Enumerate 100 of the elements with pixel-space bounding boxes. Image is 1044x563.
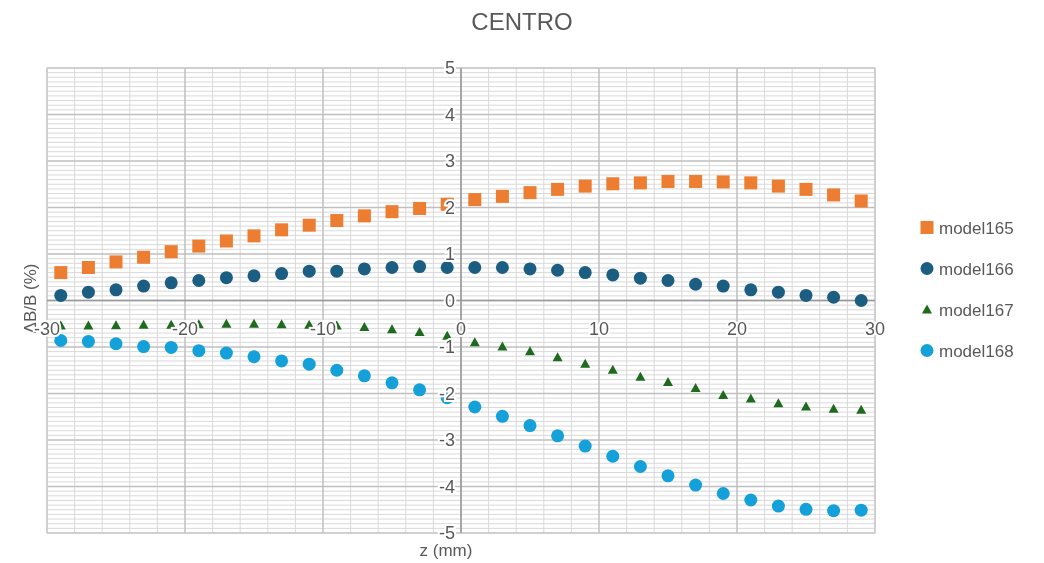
point [633, 176, 647, 190]
point [552, 352, 563, 362]
point [109, 255, 123, 269]
point [109, 337, 123, 351]
point [192, 344, 206, 358]
legend-label: model166 [939, 259, 1014, 279]
point [663, 376, 673, 386]
point [192, 274, 206, 288]
point [523, 262, 537, 276]
x-tick-label: -10 [309, 318, 337, 339]
x-tick-label: 30 [864, 318, 886, 339]
x-tick-label: 20 [726, 318, 748, 339]
point [801, 401, 811, 411]
point [302, 264, 316, 278]
point [275, 223, 289, 237]
point [525, 346, 535, 356]
y-tick-label: -1 [438, 337, 455, 357]
point [718, 389, 729, 399]
point [716, 279, 730, 293]
point [607, 364, 618, 374]
chart-title: CENTRO [471, 8, 573, 35]
point [247, 350, 261, 364]
point [606, 449, 620, 463]
point [578, 266, 592, 280]
point [854, 194, 868, 208]
point [468, 193, 482, 207]
point [357, 209, 371, 223]
point [744, 176, 758, 190]
point [247, 269, 261, 283]
y-tick-label: -3 [438, 430, 455, 450]
point [661, 174, 675, 188]
point [716, 175, 730, 189]
point [854, 294, 868, 307]
point [385, 376, 399, 390]
point [633, 271, 647, 285]
point [580, 358, 591, 368]
point [247, 229, 261, 243]
point [497, 341, 508, 351]
point [109, 283, 123, 297]
point [219, 346, 233, 360]
point [357, 369, 371, 383]
point [413, 201, 427, 215]
point [81, 334, 95, 348]
point [771, 285, 785, 299]
point [138, 319, 149, 329]
point [827, 290, 841, 304]
point [606, 177, 620, 191]
y-tick-label: 4 [444, 104, 455, 125]
point [219, 271, 233, 285]
point [827, 504, 841, 518]
point [330, 363, 344, 377]
point [635, 371, 646, 381]
y-tick-label: 5 [444, 58, 455, 78]
y-tick-label: -4 [438, 476, 455, 497]
point [302, 357, 316, 371]
point [137, 250, 151, 264]
point [414, 327, 425, 337]
point [633, 460, 647, 474]
point [357, 262, 371, 276]
point [468, 260, 482, 274]
y-tick-label: -5 [438, 523, 455, 543]
point [276, 319, 287, 329]
point [81, 285, 95, 299]
point [799, 502, 813, 516]
point [164, 245, 178, 259]
point [606, 268, 620, 282]
point [745, 393, 756, 403]
point [302, 218, 316, 232]
point [551, 263, 565, 277]
point [578, 439, 592, 453]
point [689, 277, 703, 291]
point [744, 493, 758, 507]
point [690, 382, 701, 392]
point [330, 264, 344, 278]
point [744, 283, 758, 297]
legend-label: model167 [939, 300, 1014, 320]
point [578, 179, 592, 193]
x-tick-label: -20 [171, 318, 199, 339]
point [771, 179, 785, 193]
point [385, 205, 399, 219]
point [689, 478, 703, 492]
point [81, 260, 95, 274]
point [827, 188, 841, 202]
point [219, 234, 233, 248]
legend-label: model165 [939, 218, 1014, 238]
point [54, 288, 68, 302]
point [54, 266, 68, 280]
legend-label: model168 [939, 341, 1014, 361]
point [799, 182, 813, 196]
point [523, 186, 537, 200]
point [495, 189, 509, 203]
point [495, 260, 509, 274]
point [164, 276, 178, 290]
point [413, 383, 427, 397]
point [661, 469, 675, 483]
y-tick-label: 3 [444, 151, 455, 171]
point [54, 333, 68, 347]
point [192, 239, 206, 253]
point [716, 486, 730, 500]
point [249, 318, 259, 328]
